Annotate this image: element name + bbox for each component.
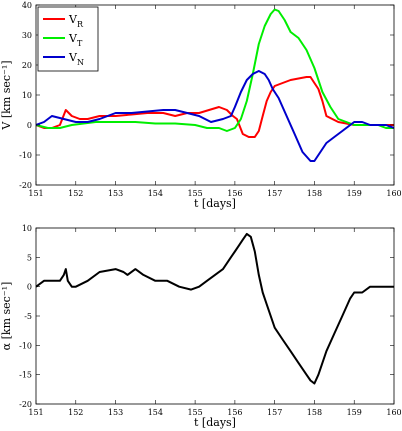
x-tick-label: 159 bbox=[347, 189, 362, 198]
y-tick-label: 0 bbox=[27, 121, 32, 130]
series-line-t bbox=[36, 8, 394, 132]
y-tick-label: 20 bbox=[22, 61, 32, 70]
x-tick-label: 158 bbox=[307, 189, 322, 198]
x-tick-label: 152 bbox=[68, 408, 83, 417]
x-tick-label: 157 bbox=[267, 408, 282, 417]
series-line-n bbox=[36, 70, 394, 162]
y-axis-label: α [km sec⁻¹] bbox=[0, 282, 13, 351]
x-tick-label: 151 bbox=[28, 189, 43, 198]
x-tick-label: 160 bbox=[386, 408, 401, 417]
y-axis-label: V [km sec⁻¹] bbox=[0, 60, 13, 130]
x-tick-label: 153 bbox=[108, 189, 123, 198]
chart-panel-2: 151 152 153 154 155 156 157 158 159 160 -20 -15 -10 -… bbox=[0, 224, 402, 429]
y-tick-label: 40 bbox=[22, 1, 32, 10]
x-tick-label: 156 bbox=[227, 408, 242, 417]
y-tick-label: 5 bbox=[27, 253, 32, 262]
x-tick-label: 159 bbox=[347, 408, 362, 417]
plot-frame bbox=[35, 227, 395, 405]
y-tick-label: 10 bbox=[22, 91, 32, 100]
x-tick-label: 157 bbox=[267, 189, 282, 198]
x-tick-label: 160 bbox=[386, 189, 401, 198]
y-tick-label: -20 bbox=[19, 181, 32, 190]
y-tick-label: 0 bbox=[27, 283, 32, 292]
chart-panel-1: 151 152 153 154 155 156 157 158 159 160 -20 -10 0 10 2… bbox=[0, 1, 402, 210]
x-tick-label: 156 bbox=[227, 189, 242, 198]
x-tick-label: 155 bbox=[187, 408, 202, 417]
x-tick-label: 153 bbox=[108, 408, 123, 417]
x-tick-label: 151 bbox=[28, 408, 43, 417]
y-tick-label: 10 bbox=[22, 224, 32, 233]
y-tick-label: -5 bbox=[24, 312, 32, 321]
series-line-alpha bbox=[36, 232, 394, 385]
x-axis-label: t [days] bbox=[194, 416, 236, 429]
y-tick-label: 30 bbox=[22, 31, 32, 40]
x-tick-label: 152 bbox=[68, 189, 83, 198]
x-tick-label: 155 bbox=[187, 189, 202, 198]
y-tick-label: -15 bbox=[19, 371, 32, 380]
y-tick-label: -20 bbox=[19, 400, 32, 409]
y-tick-label: -10 bbox=[19, 151, 32, 160]
series-line-r bbox=[36, 76, 394, 138]
x-tick-label: 158 bbox=[307, 408, 322, 417]
x-axis-label: t [days] bbox=[194, 197, 236, 210]
x-tick-label: 154 bbox=[148, 408, 163, 417]
y-tick-label: -10 bbox=[19, 341, 32, 350]
x-tick-label: 154 bbox=[148, 189, 163, 198]
